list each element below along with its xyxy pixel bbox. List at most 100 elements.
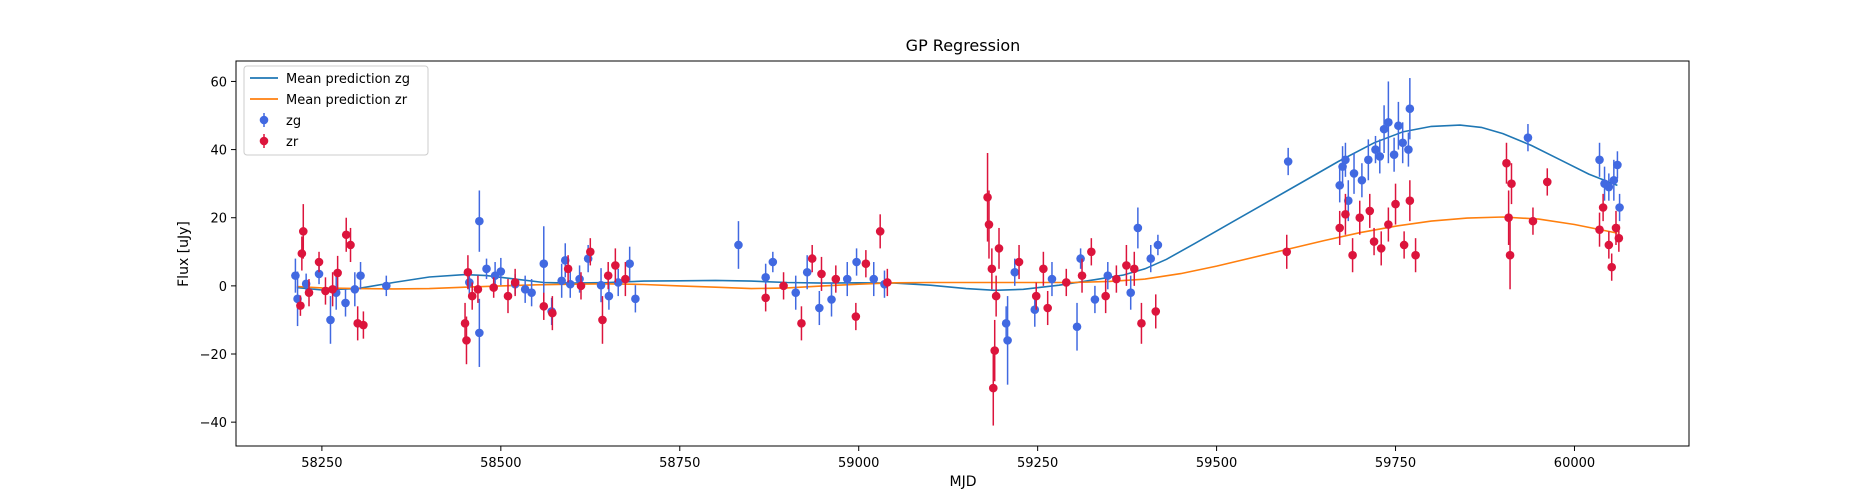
data-point	[861, 259, 871, 269]
data-point	[1146, 254, 1156, 263]
data-point	[1355, 213, 1365, 223]
data-point	[527, 288, 536, 297]
data-point	[489, 283, 498, 292]
data-point	[1357, 175, 1367, 185]
data-point	[1404, 145, 1413, 154]
data-point	[333, 268, 342, 278]
data-point	[473, 284, 483, 294]
data-point	[1030, 305, 1040, 315]
data-point	[467, 291, 477, 301]
data-point	[1595, 225, 1604, 234]
data-point	[1039, 264, 1048, 274]
data-point	[539, 259, 549, 269]
data-point	[304, 288, 314, 297]
plot-frame	[235, 60, 1690, 447]
data-point	[1613, 160, 1622, 170]
data-point	[827, 295, 836, 304]
data-point	[815, 303, 824, 313]
data-point	[346, 240, 355, 250]
data-point	[1014, 257, 1024, 267]
data-point	[1375, 152, 1385, 161]
x-tick-label: 58500	[480, 456, 521, 471]
data-point	[1133, 223, 1143, 233]
data-point	[1379, 124, 1389, 134]
data-point	[1411, 250, 1420, 260]
data-point	[1505, 250, 1515, 260]
data-point	[460, 319, 470, 328]
data-point	[1611, 223, 1621, 233]
data-point	[851, 312, 861, 321]
x-tick-label: 59000	[838, 456, 879, 471]
data-point	[475, 216, 484, 226]
data-point	[328, 284, 337, 294]
data-point	[1061, 278, 1071, 287]
chart-title: GP Regression	[906, 36, 1021, 55]
data-point	[291, 271, 300, 280]
data-point	[496, 267, 506, 276]
y-tick-label: 40	[210, 144, 227, 159]
data-point	[1614, 233, 1624, 243]
data-point	[326, 315, 335, 325]
data-point	[1335, 181, 1345, 190]
data-point	[1365, 206, 1375, 216]
data-point	[791, 288, 801, 297]
data-point	[883, 278, 892, 287]
data-point	[1598, 203, 1608, 212]
data-point	[482, 264, 491, 274]
data-point	[768, 257, 778, 267]
legend-marker-swatch	[259, 136, 269, 146]
x-axis-label: MJD	[950, 474, 977, 490]
data-point	[1502, 158, 1511, 168]
data-point	[1389, 150, 1399, 159]
data-point	[1031, 291, 1041, 301]
data-point	[603, 271, 613, 280]
data-point	[596, 280, 606, 290]
data-point	[565, 279, 575, 289]
legend-label: Mean prediction zr	[286, 93, 408, 108]
data-point	[1335, 223, 1345, 233]
data-point	[779, 281, 788, 291]
data-point	[625, 259, 634, 269]
data-point	[1609, 175, 1619, 185]
data-point	[314, 257, 324, 267]
data-point	[604, 291, 614, 301]
legend-box	[243, 65, 429, 156]
data-point	[341, 230, 351, 240]
data-point	[1405, 104, 1415, 113]
data-point	[1003, 336, 1012, 345]
data-point	[1607, 262, 1616, 272]
data-point	[1010, 267, 1020, 277]
data-point	[1112, 274, 1121, 284]
data-point	[1072, 322, 1082, 332]
data-point	[382, 281, 391, 291]
data-point	[1542, 177, 1552, 187]
legend: Mean prediction zg Mean prediction zr zg zr	[243, 65, 429, 156]
data-point	[598, 315, 607, 325]
data-point	[984, 220, 994, 229]
data-point	[1364, 155, 1373, 165]
data-point	[576, 281, 586, 291]
data-point	[1129, 264, 1139, 274]
x-tick-label: 59500	[1196, 456, 1237, 471]
data-point	[991, 291, 1001, 301]
data-point	[586, 247, 595, 257]
legend-label: Mean prediction zg	[286, 72, 410, 87]
data-point	[1153, 240, 1163, 250]
data-point	[1507, 179, 1516, 188]
data-point	[1151, 307, 1161, 316]
data-point	[831, 274, 841, 284]
data-point	[1398, 138, 1407, 148]
data-point	[1391, 199, 1400, 209]
data-point	[1001, 319, 1011, 328]
data-point	[321, 286, 330, 296]
data-point	[1384, 118, 1393, 127]
data-point	[631, 294, 640, 304]
data-point	[510, 278, 520, 287]
data-point	[356, 271, 365, 280]
data-point	[1341, 210, 1350, 219]
data-point	[983, 192, 992, 202]
y-tick-label: −40	[200, 416, 227, 431]
x-tick-label: 59750	[1375, 456, 1416, 471]
legend-label: zr	[286, 135, 299, 150]
